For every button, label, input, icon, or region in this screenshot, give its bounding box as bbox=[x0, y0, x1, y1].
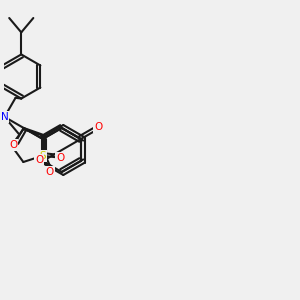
Text: O: O bbox=[56, 153, 64, 163]
Text: O: O bbox=[35, 154, 43, 165]
Text: S: S bbox=[39, 151, 46, 161]
Text: O: O bbox=[9, 140, 17, 150]
Text: O: O bbox=[46, 167, 54, 177]
Text: O: O bbox=[94, 122, 103, 132]
Text: N: N bbox=[1, 112, 8, 122]
